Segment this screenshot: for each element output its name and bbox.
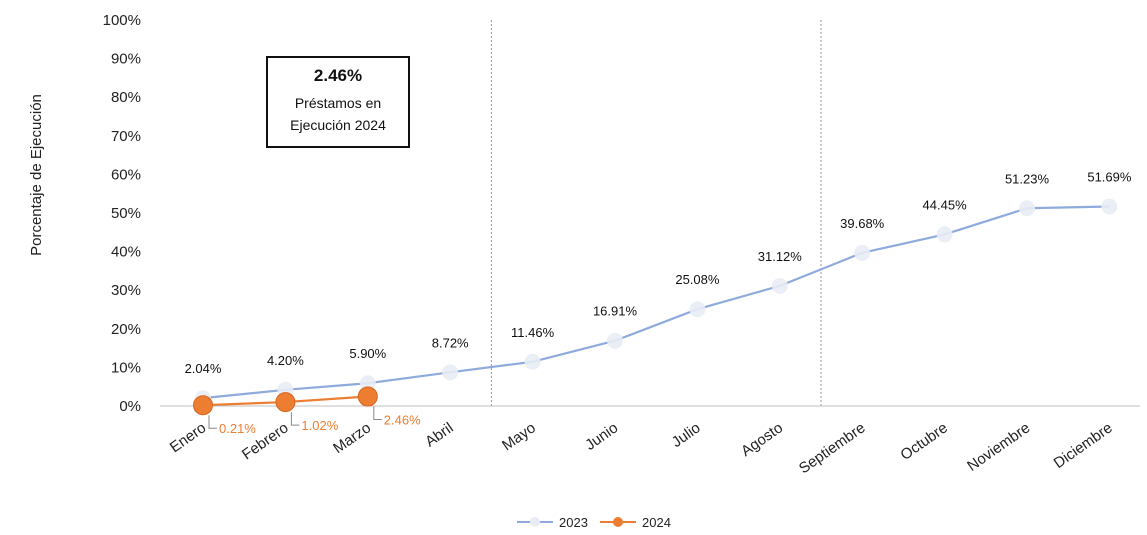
y-tick-label: 60% [111,166,141,183]
legend-label: 2023 [559,515,588,530]
data-label-2024: 2.46% [384,413,421,428]
x-tick-label: Junio [582,419,621,453]
data-label-2023: 8.72% [432,335,469,350]
data-label-2023: 5.90% [349,346,386,361]
data-point-2023 [442,364,459,381]
data-label-2023: 39.68% [840,216,885,231]
data-point-2023 [936,226,953,243]
y-tick-label: 90% [111,51,141,68]
y-tick-label: 100% [103,12,141,29]
data-label-2023: 44.45% [923,197,968,212]
y-tick-label: 70% [111,128,141,145]
data-label-2023: 51.23% [1005,171,1050,186]
data-point-2023 [1101,198,1118,215]
data-point-2023 [854,244,871,261]
legend: 2023 2024 [517,515,671,530]
data-label-2024: 1.02% [301,418,338,433]
data-point-2023 [1019,200,1035,217]
annotation-box: 2.46% Préstamos en Ejecución 2024 [266,56,410,148]
data-label-2023: 16.91% [593,304,638,319]
x-tick-label: Septiembre [796,419,869,477]
quarter-dividers [490,20,822,406]
legend-swatch-marker [530,517,540,527]
data-point-2023 [359,375,376,392]
x-tick-label: Noviembre [964,419,1033,475]
annotation-line-2: Ejecución 2024 [290,117,386,133]
data-label-2023: 31.12% [758,249,803,264]
data-label-2024: 0.21% [219,421,256,436]
data-point-2024 [193,395,213,416]
data-point-2023 [771,277,788,294]
series-2024: 0.21% 1.02% 2.46% [193,386,421,436]
y-axis-label: Porcentaje de Ejecución [28,94,45,256]
data-label-2023: 51.69% [1087,169,1132,184]
y-tick-label: 0% [119,398,141,415]
data-label-leader [290,412,300,426]
x-tick-label: Octubre [897,419,950,464]
data-point-2024 [275,392,296,413]
x-tick-label: Diciembre [1051,419,1116,472]
data-point-2023 [524,353,541,370]
data-point-2023 [689,301,706,318]
annotation-value: 2.46% [313,66,363,85]
data-label-2023: 4.20% [267,353,304,368]
legend-swatch-marker [613,517,623,527]
y-tick-label: 50% [111,205,141,222]
x-tick-label: Mayo [499,419,539,454]
data-label-2023: 2.04% [185,361,222,376]
data-point-2024 [357,386,378,407]
data-label-leader [208,415,217,429]
series-line-2023 [202,205,1110,400]
data-point-2023 [607,332,623,349]
x-axis: Enero Febrero Marzo Abril Mayo Junio Julio Agos… [160,405,1140,477]
y-tick-label: 40% [111,244,141,261]
y-tick-label: 80% [111,89,141,106]
data-label-2023: 11.46% [511,325,555,340]
y-tick-label: 30% [111,282,141,299]
x-tick-label: Julio [669,419,704,451]
series-2023: 2.04% 4.20% 5.90% 8.72% 11.46% 16.91% 25.08% 31… [185,169,1132,407]
y-axis: 0% 10% 20% 30% 40% 50% 60% 70% 80% 90% 100% [103,12,141,415]
y-tick-label: 10% [111,359,141,376]
x-tick-label: Agosto [738,419,786,460]
legend-label: 2024 [642,515,671,530]
annotation-line-1: Préstamos en [294,95,382,111]
x-tick-label: Abril [422,419,456,450]
x-tick-label: Enero [167,419,210,456]
y-tick-label: 20% [111,321,141,338]
data-label-leader [373,406,382,421]
data-label-2023: 25.08% [675,272,720,287]
